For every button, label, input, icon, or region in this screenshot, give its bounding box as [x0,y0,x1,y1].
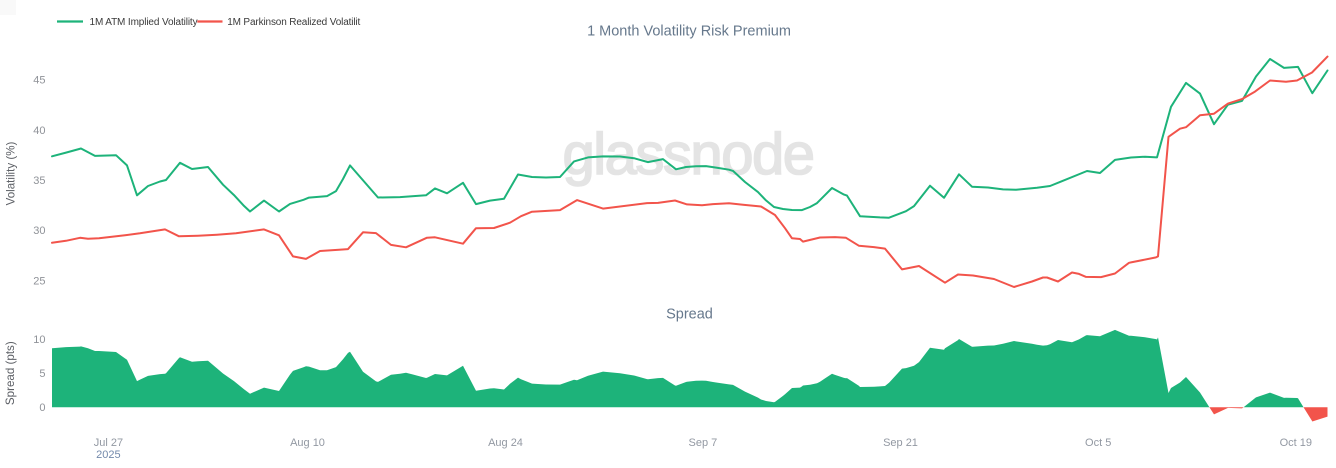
svg-text:10: 10 [33,334,45,346]
svg-text:Jul 27: Jul 27 [94,437,123,449]
svg-text:Spread (pts): Spread (pts) [4,341,17,405]
svg-text:40: 40 [33,125,45,137]
svg-text:35: 35 [33,175,45,187]
svg-text:5: 5 [39,368,45,380]
svg-text:Volatility (%): Volatility (%) [5,141,18,205]
svg-text:25: 25 [33,276,45,288]
svg-text:0: 0 [39,402,45,414]
svg-text:Oct 19: Oct 19 [1280,437,1312,449]
svg-text:Aug 24: Aug 24 [488,437,523,449]
svg-text:1M Parkinson Realized Volatili: 1M Parkinson Realized Volatilit [227,17,360,28]
svg-text:1 Month Volatility Risk Premiu: 1 Month Volatility Risk Premium [587,24,791,40]
svg-text:Oct 5: Oct 5 [1085,437,1111,449]
svg-text:Sep 21: Sep 21 [883,437,918,449]
svg-text:Spread: Spread [666,307,713,323]
svg-text:1M ATM Implied Volatility: 1M ATM Implied Volatility [90,17,198,28]
svg-text:Sep 7: Sep 7 [689,437,718,449]
svg-text:2025: 2025 [96,449,120,461]
svg-text:45: 45 [33,75,45,87]
svg-text:glassnode: glassnode [563,122,814,187]
svg-text:30: 30 [33,225,45,237]
svg-text:Aug 10: Aug 10 [290,437,325,449]
